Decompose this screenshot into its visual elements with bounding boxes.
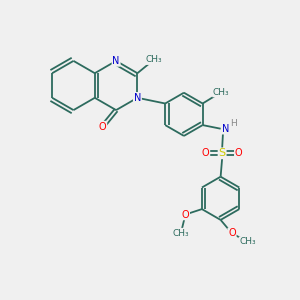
Text: O: O bbox=[228, 228, 236, 239]
Text: S: S bbox=[219, 148, 226, 158]
Text: H: H bbox=[230, 119, 237, 128]
Text: O: O bbox=[99, 122, 106, 132]
Text: CH₃: CH₃ bbox=[146, 55, 162, 64]
Text: CH₃: CH₃ bbox=[213, 88, 230, 97]
Text: O: O bbox=[235, 148, 242, 158]
Text: O: O bbox=[182, 209, 189, 220]
Text: N: N bbox=[222, 124, 230, 134]
Text: CH₃: CH₃ bbox=[239, 237, 256, 246]
Text: N: N bbox=[112, 56, 120, 66]
Text: CH₃: CH₃ bbox=[172, 229, 189, 238]
Text: O: O bbox=[202, 148, 209, 158]
Text: N: N bbox=[134, 93, 141, 103]
